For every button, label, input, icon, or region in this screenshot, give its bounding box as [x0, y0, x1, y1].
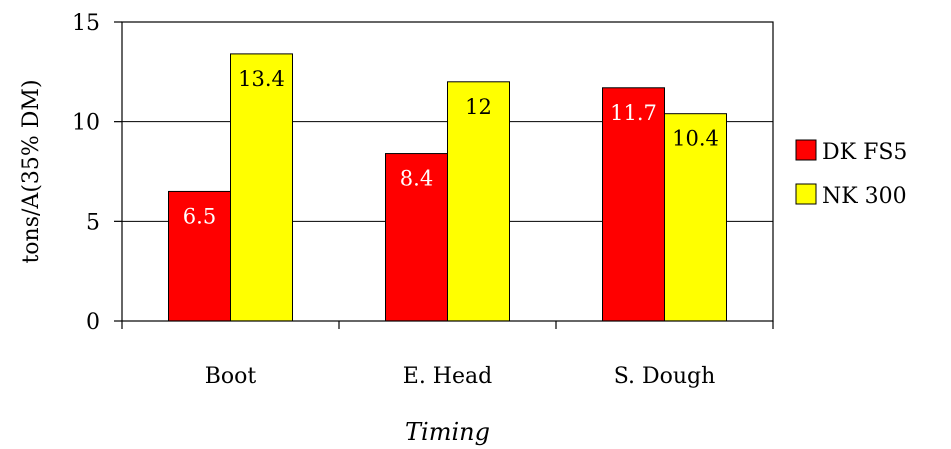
data-label: 6.5 — [183, 204, 216, 228]
y-tick-label: 0 — [86, 310, 100, 335]
y-tick-label: 10 — [72, 111, 100, 136]
bar — [602, 87, 665, 322]
bar — [447, 81, 510, 322]
x-axis-ticks: Boot E. Head S. Dough — [121, 321, 774, 389]
x-tick-label: S. Dough — [614, 364, 716, 389]
y-axis-title: tons/A(35% DM) — [19, 79, 44, 263]
data-label: 13.4 — [238, 67, 285, 91]
legend-swatch — [795, 183, 817, 205]
bars — [168, 53, 727, 322]
x-tick-label: E. Head — [403, 364, 492, 389]
bar — [385, 153, 448, 322]
legend-swatch — [795, 139, 817, 161]
data-label: 11.7 — [610, 101, 657, 125]
data-label: 10.4 — [672, 127, 719, 151]
bar — [168, 190, 231, 322]
legend-label: DK FS5 — [822, 140, 907, 165]
data-label: 8.4 — [400, 167, 433, 191]
data-labels: 6.5 13.4 8.4 12 11.7 10.4 — [183, 67, 719, 229]
data-label: 12 — [465, 95, 492, 119]
y-axis-ticks: 0 5 10 15 — [72, 11, 122, 335]
plot-frame — [121, 21, 774, 322]
bar — [230, 53, 293, 322]
x-tick-label: Boot — [205, 364, 257, 389]
legend: DK FS5 NK 300 — [795, 139, 907, 209]
y-tick-label: 5 — [86, 210, 100, 235]
bar — [664, 113, 727, 322]
y-tick-label: 15 — [72, 11, 100, 36]
x-axis-title: Timing — [405, 418, 490, 446]
legend-label: NK 300 — [822, 184, 907, 209]
